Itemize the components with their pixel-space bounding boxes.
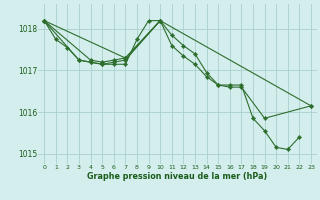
X-axis label: Graphe pression niveau de la mer (hPa): Graphe pression niveau de la mer (hPa) (87, 172, 268, 181)
